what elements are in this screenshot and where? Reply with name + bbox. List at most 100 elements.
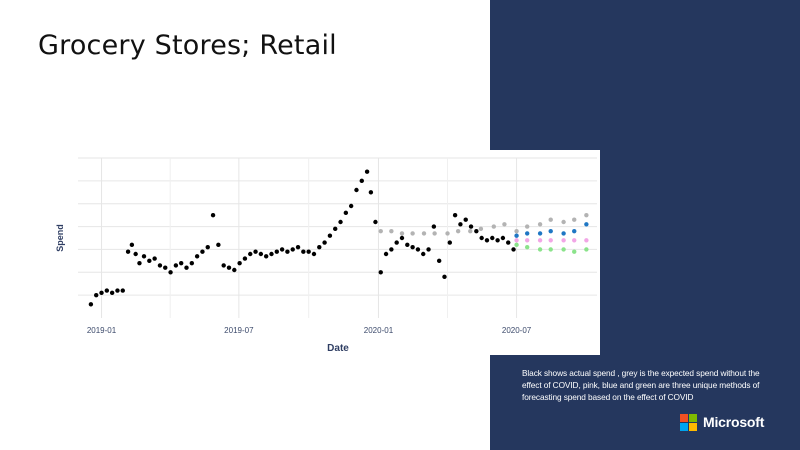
expected-spend-point <box>478 226 484 232</box>
actual-spend-point <box>129 242 135 248</box>
actual-spend-point <box>442 274 447 280</box>
forecast-point <box>524 244 530 250</box>
actual-spend-point <box>210 212 216 218</box>
actual-spend-point <box>248 251 253 257</box>
actual-spend-point <box>364 169 370 174</box>
actual-spend-point <box>327 233 333 238</box>
actual-spend-point <box>468 224 474 229</box>
page-title: Grocery Stores; Retail <box>38 30 337 61</box>
actual-spend-point <box>479 235 484 241</box>
actual-spend-point <box>178 260 184 266</box>
x-tick-label: 2020-01 <box>364 326 394 335</box>
actual-spend-point <box>99 290 104 296</box>
forecast-point <box>572 228 577 234</box>
actual-spend-point <box>115 288 120 293</box>
actual-spend-point <box>232 267 237 273</box>
actual-spend-point <box>343 210 349 216</box>
x-tick-label: 2020-07 <box>502 326 532 335</box>
logo-square-yellow <box>689 422 697 431</box>
actual-spend-point <box>389 247 394 252</box>
actual-spend-point <box>290 247 295 252</box>
expected-spend-point <box>537 222 543 227</box>
forecast-point <box>514 242 519 248</box>
actual-spend-point <box>285 249 290 254</box>
actual-spend-point <box>431 224 437 229</box>
spend-scatter-chart: 2019-01 2019-07 2020-01 2020-07 <box>78 157 597 335</box>
actual-spend-point <box>394 240 399 245</box>
actual-spend-point <box>237 260 242 266</box>
actual-spend-point <box>415 247 421 252</box>
expected-spend-point <box>468 228 473 234</box>
actual-spend-point <box>495 238 500 243</box>
expected-spend-point <box>432 231 437 236</box>
actual-spend-point <box>189 260 195 266</box>
forecast-point <box>584 238 589 243</box>
actual-spend-point <box>378 270 383 275</box>
x-tick-label: 2019-01 <box>87 326 117 335</box>
expected-spend-point <box>584 212 589 218</box>
actual-spend-point <box>152 256 157 261</box>
forecast-point <box>548 228 553 234</box>
actual-spend-point <box>410 244 415 250</box>
logo-square-green <box>689 413 697 422</box>
forecast-point <box>537 247 543 252</box>
expected-spend-point <box>445 231 450 236</box>
forecast-point <box>584 222 589 227</box>
x-tick-label: 2019-07 <box>224 326 254 335</box>
actual-spend-point <box>506 240 511 245</box>
expected-spend-point <box>491 224 497 229</box>
actual-spend-point <box>354 187 359 193</box>
chart-caption: Black shows actual spend , grey is the e… <box>522 368 760 402</box>
actual-spend-point <box>322 240 327 245</box>
actual-spend-point <box>295 244 301 250</box>
actual-spend-point <box>511 247 516 252</box>
actual-spend-point <box>120 288 125 293</box>
forecast-point <box>561 231 566 236</box>
actual-spend-point <box>436 258 442 264</box>
brand-name: Microsoft <box>703 414 765 430</box>
actual-spend-point <box>405 242 410 248</box>
actual-spend-point <box>157 263 163 268</box>
forecast-point <box>572 238 577 243</box>
actual-spend-point <box>263 254 269 259</box>
actual-spend-point <box>200 249 205 254</box>
actual-spend-point <box>490 235 495 241</box>
forecast-point <box>548 247 553 252</box>
actual-spend-point <box>463 217 468 222</box>
actual-spend-point <box>173 263 179 268</box>
actual-spend-point <box>373 219 378 225</box>
actual-spend-point <box>205 244 210 250</box>
forecast-point <box>524 231 530 236</box>
actual-spend-point <box>279 247 285 252</box>
expected-spend-point <box>561 219 566 225</box>
actual-spend-point <box>94 292 99 298</box>
microsoft-logo-icon <box>680 413 697 431</box>
actual-spend-point <box>359 178 364 184</box>
logo-square-red <box>680 413 688 422</box>
actual-spend-point <box>163 265 168 270</box>
chart-area: 2019-01 2019-07 2020-01 2020-07 <box>60 150 600 355</box>
forecast-point <box>537 238 543 243</box>
actual-spend-point <box>421 251 426 257</box>
actual-spend-point <box>348 203 354 209</box>
actual-spend-point <box>253 249 258 254</box>
expected-spend-point <box>548 217 553 222</box>
forecast-point <box>548 238 553 243</box>
actual-spend-point <box>317 244 322 250</box>
expected-spend-point <box>572 217 577 222</box>
actual-spend-point <box>383 251 389 257</box>
actual-spend-point <box>452 212 458 218</box>
logo-square-blue <box>680 422 688 431</box>
actual-spend-point <box>447 240 452 245</box>
actual-spend-point <box>184 265 189 270</box>
forecast-point <box>561 247 566 252</box>
actual-spend-point <box>133 251 138 257</box>
expected-spend-point <box>421 231 427 236</box>
actual-spend-point <box>216 242 221 248</box>
expected-spend-point <box>410 231 415 236</box>
actual-spend-point <box>338 219 343 225</box>
forecast-point <box>524 238 530 243</box>
forecast-point <box>561 238 566 243</box>
actual-spend-point <box>226 265 232 270</box>
actual-spend-point <box>458 222 463 227</box>
